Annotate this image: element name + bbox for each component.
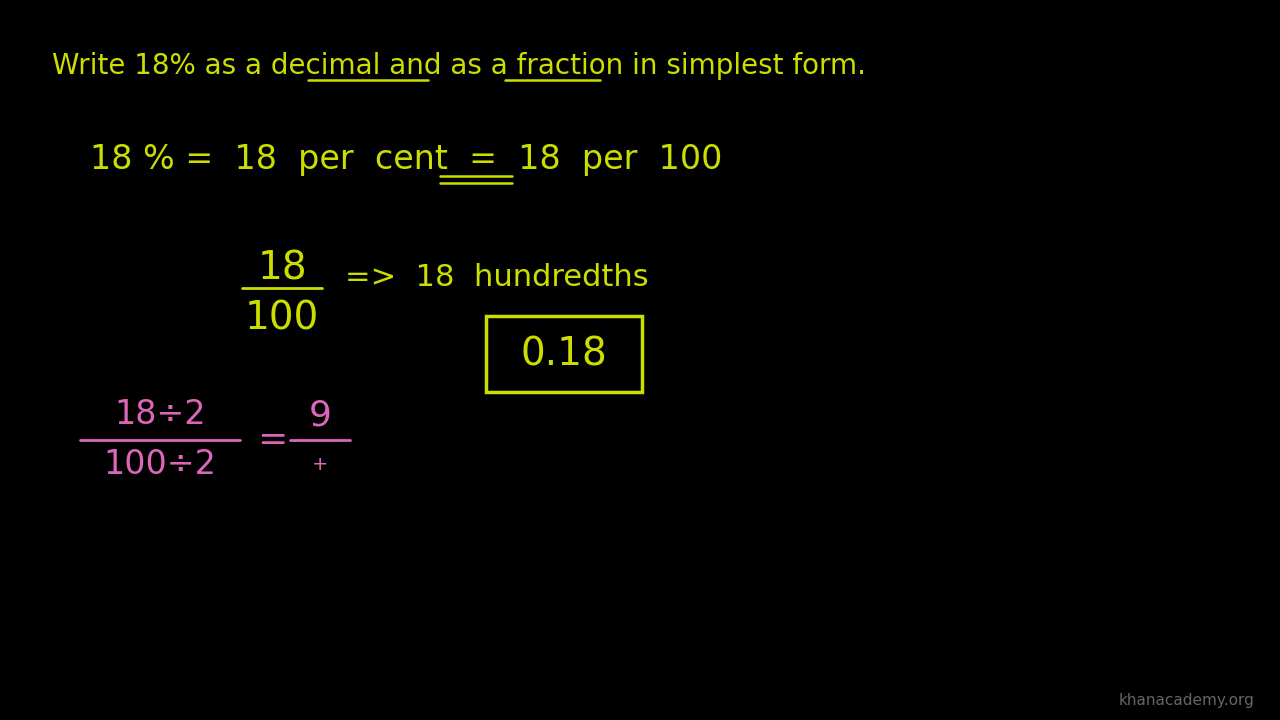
Text: 0.18: 0.18 [521,335,608,373]
Text: Write 18% as a decimal and as a fraction in simplest form.: Write 18% as a decimal and as a fraction… [52,52,867,80]
Text: 100÷2: 100÷2 [104,449,216,482]
Text: +: + [312,456,328,474]
Text: 18÷2: 18÷2 [114,398,206,431]
Text: =: = [257,423,287,457]
Text: =>  18  hundredths: => 18 hundredths [346,264,649,292]
Text: khanacademy.org: khanacademy.org [1119,693,1254,708]
Text: 100: 100 [244,299,319,337]
Text: 18: 18 [257,249,307,287]
Text: 18 % =  18  per  cent  =  18  per  100: 18 % = 18 per cent = 18 per 100 [90,143,722,176]
Text: 9: 9 [308,398,332,432]
